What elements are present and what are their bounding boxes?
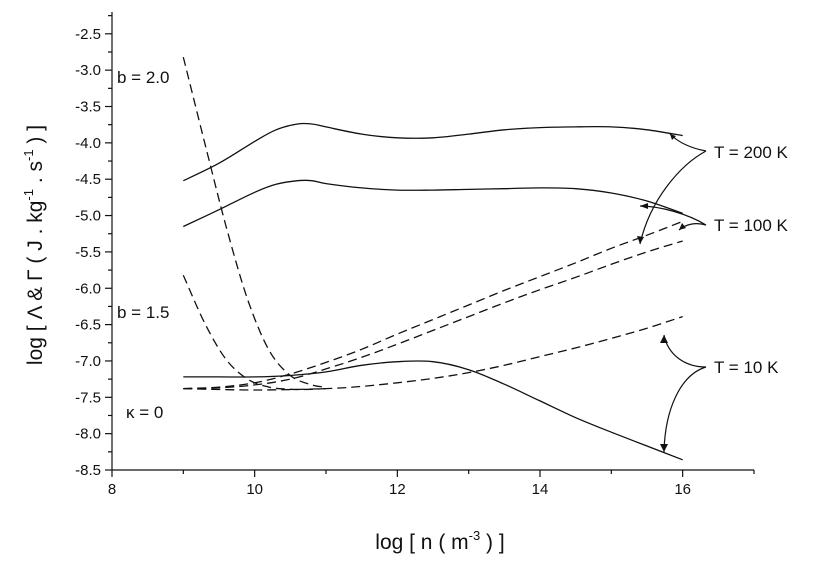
y-tick-label: -6.5	[75, 317, 101, 334]
series-line-8	[183, 315, 683, 391]
y-tick-label: -4.5	[75, 171, 101, 188]
x-axis-label-sup: -3	[469, 528, 481, 543]
y-tick-label: -3.5	[75, 99, 101, 116]
annotation-b-2: b = 2.0	[117, 68, 169, 87]
x-tick-label: 10	[246, 481, 263, 498]
series-line-1	[183, 122, 683, 182]
series-line-4	[182, 56, 327, 388]
arrowhead	[679, 223, 686, 230]
arrow-200k-to-dash	[639, 150, 707, 245]
arrowhead	[637, 236, 644, 244]
series-layer	[182, 56, 683, 461]
y-tick-label: -2.5	[75, 26, 101, 43]
annotations: b = 2.0 b = 1.5 κ = 0 T = 200 K T = 100 …	[117, 68, 789, 422]
x-tick-label: 14	[532, 481, 549, 498]
y-tick-label: -3.0	[75, 62, 101, 79]
x-tick-label: 8	[108, 481, 116, 498]
arrowhead	[660, 335, 668, 343]
arrowhead	[660, 444, 668, 452]
series-line-5	[182, 274, 327, 391]
annotation-t-200k: T = 200 K	[714, 143, 789, 162]
y-tick-label: -5.0	[75, 208, 101, 225]
annotation-arrows	[637, 133, 707, 453]
y-axis-label-post: ) ]	[24, 125, 47, 150]
y-axis-label-sup1: -1	[21, 189, 36, 201]
annotation-kappa-0: κ = 0	[126, 403, 163, 422]
annotation-t-10k: T = 10 K	[714, 358, 779, 377]
axes: 8 10 12 14 16 -2.5 -3.0 -3.5 -4.0 -4.5 -5.0 -5.5 -6.…	[75, 12, 755, 498]
y-tick-label: -7.0	[75, 353, 101, 370]
series-line-7	[183, 240, 683, 390]
y-tick-label: -5.5	[75, 244, 101, 261]
y-tick-label: -8.5	[75, 462, 101, 479]
series-line-3	[183, 360, 683, 461]
x-axis-label-post: ) ]	[480, 531, 505, 554]
series-line-2	[183, 179, 683, 228]
annotation-b-1-5: b = 1.5	[117, 303, 169, 322]
x-tick-label: 12	[389, 481, 406, 498]
y-tick-label: -4.0	[75, 135, 101, 152]
y-axis-label: log [ Λ & Γ ( J . kg-1 . s-1 ) ]	[21, 125, 47, 365]
x-axis-label-pre: log [ n ( m	[375, 531, 468, 554]
arrowhead	[670, 134, 676, 140]
x-axis-label: log [ n ( m-3 ) ]	[375, 528, 504, 554]
y-axis-label-mid: . s	[24, 161, 47, 189]
y-tick-label: -6.0	[75, 280, 101, 297]
y-tick-label: -8.0	[75, 426, 101, 443]
arrowhead	[640, 203, 648, 209]
y-tick-label: -7.5	[75, 389, 101, 406]
x-tick-label: 16	[674, 481, 691, 498]
y-axis-label-sup2: -1	[21, 149, 36, 161]
arrow-10k-to-solid	[663, 366, 707, 453]
arrow-10k-to-dash	[663, 334, 707, 368]
annotation-t-100k: T = 100 K	[714, 216, 789, 235]
y-axis-label-pre: log [ Λ & Γ ( J . kg	[24, 201, 47, 365]
series-line-6	[183, 220, 683, 390]
